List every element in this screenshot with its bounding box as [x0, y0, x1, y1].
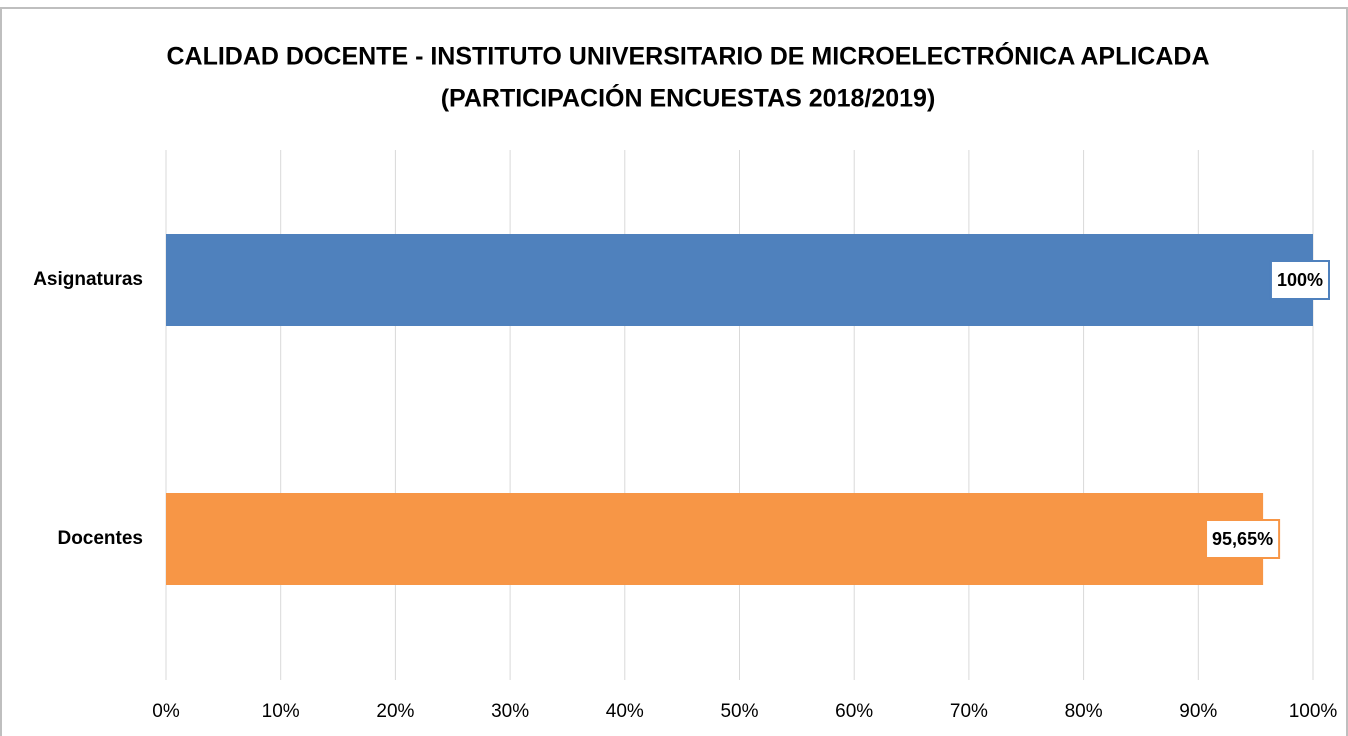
- x-tick-label: 10%: [262, 701, 300, 722]
- x-tick-label: 60%: [835, 701, 873, 722]
- chart-border: [0, 7, 1348, 736]
- chart-subtitle: (PARTICIPACIÓN ENCUESTAS 2018/2019): [441, 83, 936, 113]
- value-label: 100%: [1277, 270, 1323, 290]
- category-label: Asignaturas: [33, 269, 143, 290]
- value-label-box: [1269, 260, 1330, 300]
- x-tick-label: 70%: [950, 701, 988, 722]
- bar: [166, 493, 1264, 585]
- x-tick-label: 100%: [1289, 701, 1338, 722]
- x-tick-label: 40%: [606, 701, 644, 722]
- value-label-box: [1205, 519, 1281, 559]
- x-tick-label: 20%: [376, 701, 414, 722]
- x-tick-label: 80%: [1065, 701, 1103, 722]
- x-tick-label: 50%: [720, 701, 758, 722]
- x-tick-label: 30%: [491, 701, 529, 722]
- category-label: Docentes: [57, 528, 143, 549]
- value-label: 95,65%: [1212, 529, 1273, 549]
- x-tick-label: 90%: [1179, 701, 1217, 722]
- bar: [166, 234, 1313, 326]
- x-tick-label: 0%: [152, 701, 180, 722]
- chart-title: CALIDAD DOCENTE - INSTITUTO UNIVERSITARI…: [166, 41, 1209, 71]
